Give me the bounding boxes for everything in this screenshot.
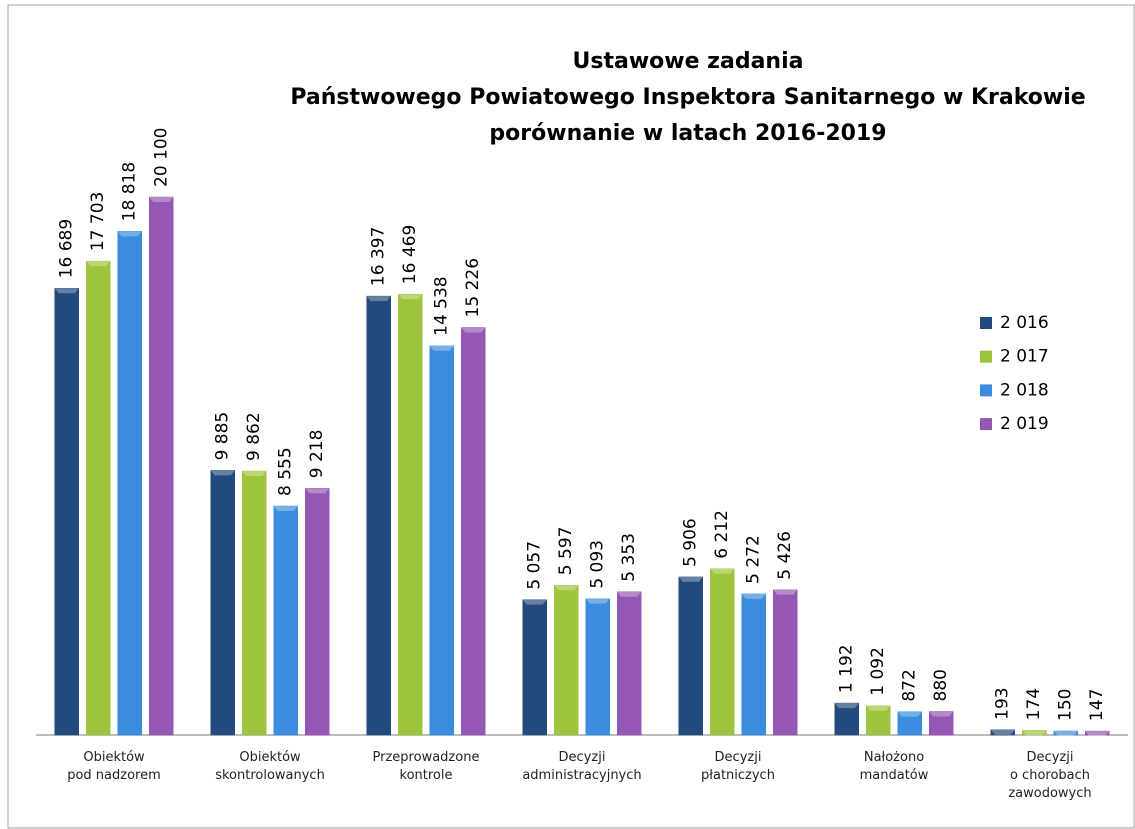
data-label: 174 [1024, 688, 1044, 720]
x-tick-label: Nałożono mandatów [859, 750, 929, 783]
bar [617, 591, 642, 736]
bar [273, 505, 298, 736]
legend-label: 2 018 [1000, 380, 1049, 400]
data-label: 1 192 [837, 644, 857, 693]
bar-cap [242, 471, 267, 477]
bar-cap [54, 288, 79, 294]
legend-swatch [980, 350, 992, 363]
bar-cap [990, 729, 1015, 735]
x-tick-label: Decyzji o chorobach zawodowych [1008, 750, 1092, 801]
bar-cap [773, 589, 798, 595]
data-label: 880 [931, 669, 951, 701]
bar [461, 327, 486, 736]
bar [305, 488, 330, 736]
data-label: 20 100 [151, 128, 171, 187]
data-label: 9 862 [244, 412, 264, 461]
bar-cap [866, 705, 891, 711]
bar-cap [929, 711, 954, 717]
bar-cap [834, 703, 859, 709]
data-label: 5 426 [775, 531, 795, 580]
bar [210, 470, 235, 736]
bar-cap [617, 591, 642, 597]
bar [366, 295, 391, 736]
bar-cap [117, 231, 142, 237]
data-label: 15 226 [463, 258, 483, 317]
bar-cap [1053, 730, 1078, 736]
data-label: 9 218 [307, 430, 327, 479]
data-label: 872 [900, 669, 920, 701]
bar [86, 260, 111, 736]
data-label: 5 597 [556, 527, 576, 576]
data-label: 1 092 [868, 647, 888, 696]
data-label: 5 906 [681, 518, 701, 567]
bar-cap [585, 598, 610, 604]
x-tick-label: Decyzji administracyjnych [522, 750, 642, 783]
bar [429, 345, 454, 736]
data-label: 5 272 [744, 535, 764, 584]
x-tick-label: Obiektów pod nadzorem [67, 750, 161, 783]
bar-cap [897, 711, 922, 717]
chart-title: Ustawowe zadania [573, 49, 804, 74]
bar [149, 196, 174, 736]
bar-cap [710, 568, 735, 574]
legend-label: 2 017 [1000, 347, 1049, 367]
data-label: 147 [1087, 689, 1107, 721]
bar [522, 599, 547, 736]
data-label: 5 057 [525, 541, 545, 590]
bar-cap [149, 197, 174, 202]
data-label: 16 689 [57, 219, 77, 278]
data-label: 14 538 [432, 276, 452, 335]
bar-cap [554, 585, 579, 591]
bar-cap [305, 488, 330, 494]
data-label: 8 555 [276, 447, 296, 496]
bar-cap [273, 506, 298, 512]
bar-cap [678, 576, 703, 582]
data-label: 193 [993, 687, 1013, 719]
bar-cap [366, 296, 391, 302]
data-label: 16 397 [369, 227, 389, 286]
legend-swatch [980, 384, 992, 397]
legend-swatch [980, 418, 992, 431]
data-label: 9 885 [213, 412, 233, 461]
x-tick-label: Obiektów skontrolowanych [215, 750, 325, 783]
bar [54, 288, 79, 736]
bar [585, 598, 610, 736]
bar [741, 593, 766, 736]
x-tick-label: Decyzji płatniczych [701, 750, 775, 783]
data-label: 5 353 [619, 533, 639, 582]
legend-swatch [980, 317, 992, 329]
bar-cap [429, 345, 454, 351]
bar-cap [210, 470, 235, 476]
data-label: 6 212 [712, 510, 732, 559]
bar [242, 470, 267, 736]
chart-title: porównanie w latach 2016-2019 [489, 121, 886, 146]
bar [710, 568, 735, 736]
bar [678, 576, 703, 736]
bar-cap [86, 261, 111, 267]
chart-title: Państwowego Powiatowego Inspektora Sanit… [290, 85, 1085, 110]
bar [398, 293, 423, 736]
bar-cap [1022, 730, 1047, 736]
data-label: 16 469 [400, 225, 420, 284]
bar [554, 584, 579, 736]
legend-label: 2 019 [1000, 414, 1049, 434]
data-label: 5 093 [588, 540, 608, 589]
bar-cap [522, 599, 547, 605]
bar [117, 231, 142, 736]
data-label: 18 818 [120, 162, 140, 221]
bar-cap [461, 327, 486, 333]
bar-cap [1085, 731, 1110, 737]
data-label: 150 [1056, 689, 1076, 721]
data-label: 17 703 [88, 192, 108, 251]
bar-cap [398, 294, 423, 300]
x-tick-label: Przeprowadzone kontrole [372, 750, 480, 783]
bar [773, 589, 798, 736]
legend-label: 2 016 [1000, 313, 1049, 333]
bar-cap [741, 593, 766, 599]
